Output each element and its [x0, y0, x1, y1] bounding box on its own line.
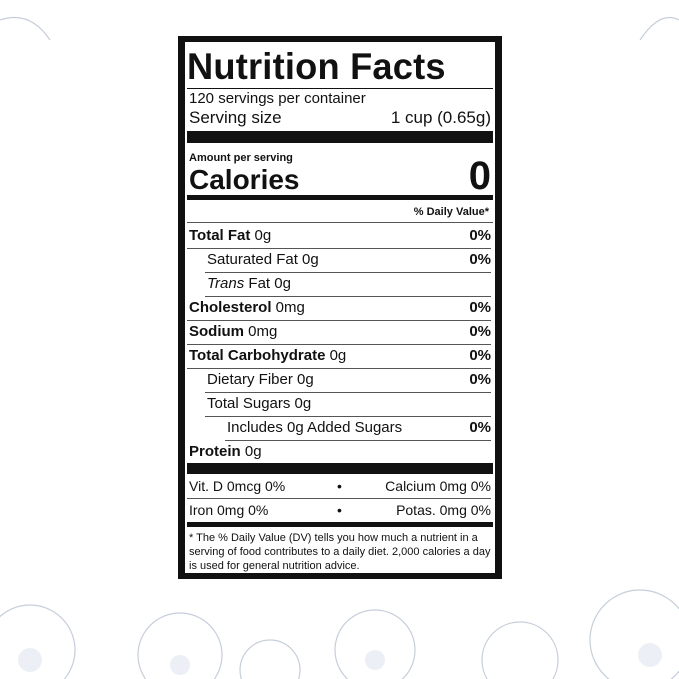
- nutrition-facts-label: Nutrition Facts 120 servings per contain…: [178, 36, 502, 579]
- serving-size-value: 1 cup (0.65g): [390, 108, 491, 127]
- calories-value: 0: [468, 154, 491, 198]
- nutrient-row-dietary-fiber: Dietary Fiber 0g 0%: [205, 368, 491, 393]
- vitamin-row-1: Vit. D 0mcg 0% • Calcium 0mg 0%: [187, 474, 491, 499]
- thick-divider: [187, 131, 493, 143]
- divider: [187, 222, 493, 223]
- divider: [187, 88, 493, 89]
- nutrient-row-total-fat: Total Fat 0g 0%: [187, 224, 491, 249]
- serving-size-label: Serving size: [189, 108, 282, 127]
- thick-divider: [187, 463, 493, 474]
- serving-size-row: Serving size 1 cup (0.65g): [189, 108, 491, 128]
- nutrient-row-saturated-fat: Saturated Fat 0g 0%: [205, 248, 491, 273]
- nutrient-row-total-sugars: Total Sugars 0g: [205, 392, 491, 417]
- daily-value-header: % Daily Value*: [413, 206, 489, 218]
- nutrient-row-total-carbohydrate: Total Carbohydrate 0g 0%: [187, 344, 491, 369]
- calories-label: Calories: [189, 164, 300, 195]
- vitamin-row-2: Iron 0mg 0% • Potas. 0mg 0%: [189, 502, 491, 518]
- nutrient-row-trans-fat: Trans Fat 0g: [205, 272, 491, 297]
- amount-per-serving: Amount per serving: [189, 152, 293, 164]
- footnote: * The % Daily Value (DV) tells you how m…: [189, 532, 491, 572]
- medium-divider: [187, 195, 493, 200]
- nutrient-row-sodium: Sodium 0mg 0%: [187, 320, 491, 345]
- nutrient-row-added-sugars: Includes 0g Added Sugars 0%: [225, 416, 491, 441]
- label-title: Nutrition Facts: [187, 46, 446, 87]
- medium-divider: [187, 522, 493, 527]
- servings-per-container: 120 servings per container: [189, 90, 366, 107]
- nutrient-row-protein: Protein 0g: [189, 443, 262, 460]
- nutrient-row-cholesterol: Cholesterol 0mg 0%: [187, 296, 491, 321]
